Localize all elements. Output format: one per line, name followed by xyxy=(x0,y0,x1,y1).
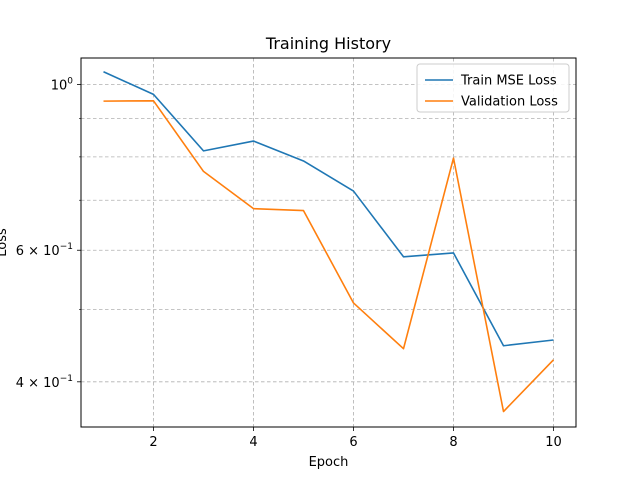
y-axis-label: Loss xyxy=(0,228,10,257)
chart-title: Training History xyxy=(265,34,391,53)
series-line-0 xyxy=(103,71,554,347)
series-lines xyxy=(103,71,555,413)
x-tick-label: 8 xyxy=(449,435,457,450)
x-tick-label: 10 xyxy=(545,435,562,450)
legend: Train MSE Loss Validation Loss xyxy=(416,63,570,113)
plot-frame xyxy=(80,57,577,428)
legend-box xyxy=(416,63,570,113)
legend-label: Validation Loss xyxy=(461,95,558,110)
x-axis-label: Epoch xyxy=(309,455,349,470)
x-tick-label: 2 xyxy=(149,435,157,450)
x-tick-label: 6 xyxy=(349,435,357,450)
x-tick-label: 4 xyxy=(249,435,257,450)
series-line-1 xyxy=(103,99,555,413)
grid xyxy=(81,58,576,427)
y-tick-label: 6 × 10−1 xyxy=(16,242,73,259)
y-tick-label: 100 xyxy=(51,76,74,93)
axis-ticks: 2 4 6 8 10 100 6 × 10−1 4 × 10−1 xyxy=(16,76,562,450)
legend-label: Train MSE Loss xyxy=(460,74,557,89)
y-tick-label: 4 × 10−1 xyxy=(16,374,73,391)
